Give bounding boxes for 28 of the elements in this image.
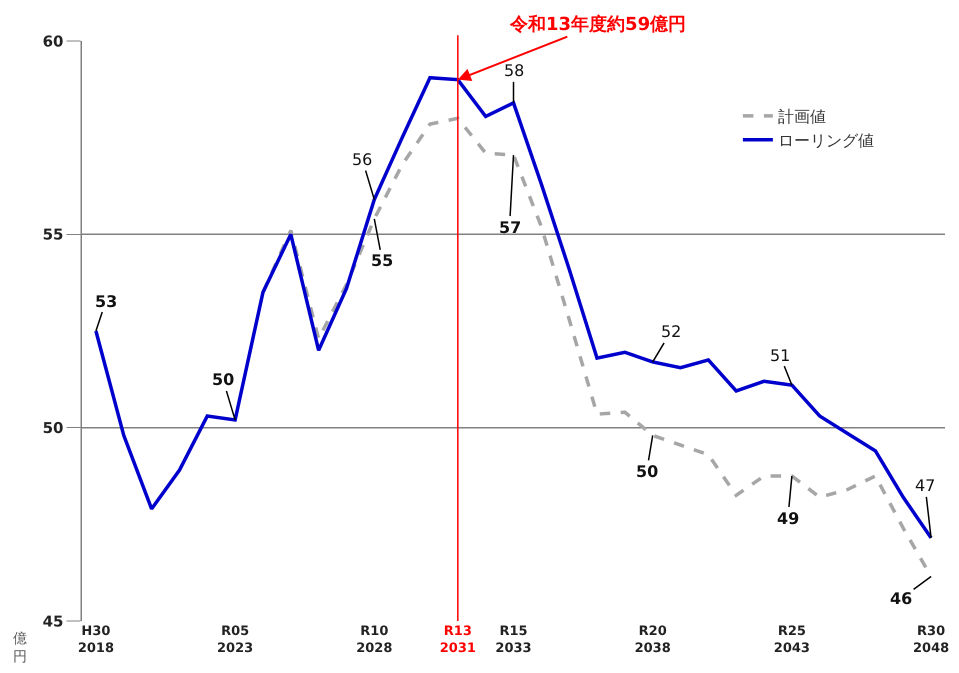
annotation: 50	[212, 370, 234, 389]
x-tick-label: H30 2018	[78, 624, 114, 656]
annotation: 57	[499, 218, 522, 237]
x-tick-label: R10 2028	[356, 624, 392, 656]
annotation: 50	[636, 462, 658, 481]
annotation: 46	[890, 589, 912, 608]
annotation: 49	[777, 509, 800, 528]
annotation: 47	[915, 476, 936, 495]
legend-label: 計画値	[778, 107, 826, 126]
legend-label: ローリング値	[778, 130, 874, 150]
x-tick-label: R30 2048	[912, 624, 950, 656]
annotation: 令和13年度約59億円	[509, 14, 686, 35]
x-tick-label: R25 2043	[774, 624, 810, 656]
y-tick-label: 55	[42, 226, 64, 244]
y-tick-label: 45	[42, 612, 64, 630]
annotation: 55	[371, 251, 394, 270]
annotation: 56	[352, 150, 372, 169]
x-tick-label: R05 2023	[217, 624, 254, 656]
x-tick-label: R20 2038	[634, 624, 671, 656]
y-tick-label: 50	[42, 418, 64, 437]
annotation: 52	[661, 322, 682, 341]
y-axis-title: 億円	[13, 631, 27, 666]
x-tick-label: R13 2031	[440, 624, 476, 656]
y-tick-label: 60	[42, 32, 64, 50]
x-tick-label: R15 2033	[495, 624, 532, 656]
annotation: 58	[504, 61, 524, 80]
annotation: 53	[95, 292, 118, 311]
annotation: 51	[770, 346, 790, 365]
